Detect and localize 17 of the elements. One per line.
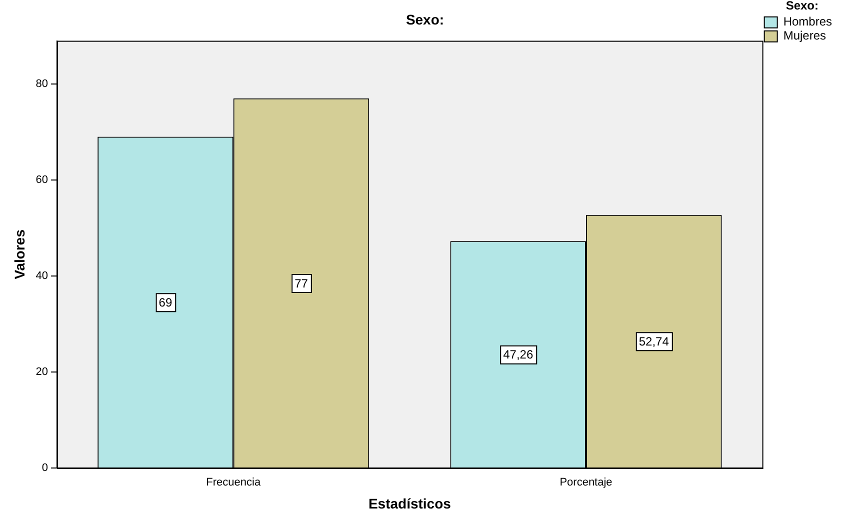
data-label: 47,26 <box>503 348 534 362</box>
data-label: 77 <box>294 276 308 290</box>
y-tick-label: 0 <box>42 462 48 474</box>
x-tick-label: Porcentaje <box>560 476 612 489</box>
legend-label: Hombres <box>783 14 832 29</box>
legend-title: Sexo: <box>786 0 819 12</box>
x-axis-title: Estadísticos <box>368 495 452 512</box>
y-tick-label: 40 <box>36 270 48 282</box>
y-tick-label: 20 <box>36 366 48 378</box>
data-label: 52,74 <box>638 334 670 348</box>
data-label: 69 <box>158 295 172 310</box>
y-tick-label: 80 <box>36 78 48 90</box>
legend-label: Mujeres <box>783 28 826 43</box>
y-tick-label: 60 <box>36 174 48 186</box>
y-axis-title: Valores <box>11 229 28 280</box>
chart-title: Sexo: <box>406 11 444 28</box>
x-tick-label: Frecuencia <box>206 476 262 489</box>
